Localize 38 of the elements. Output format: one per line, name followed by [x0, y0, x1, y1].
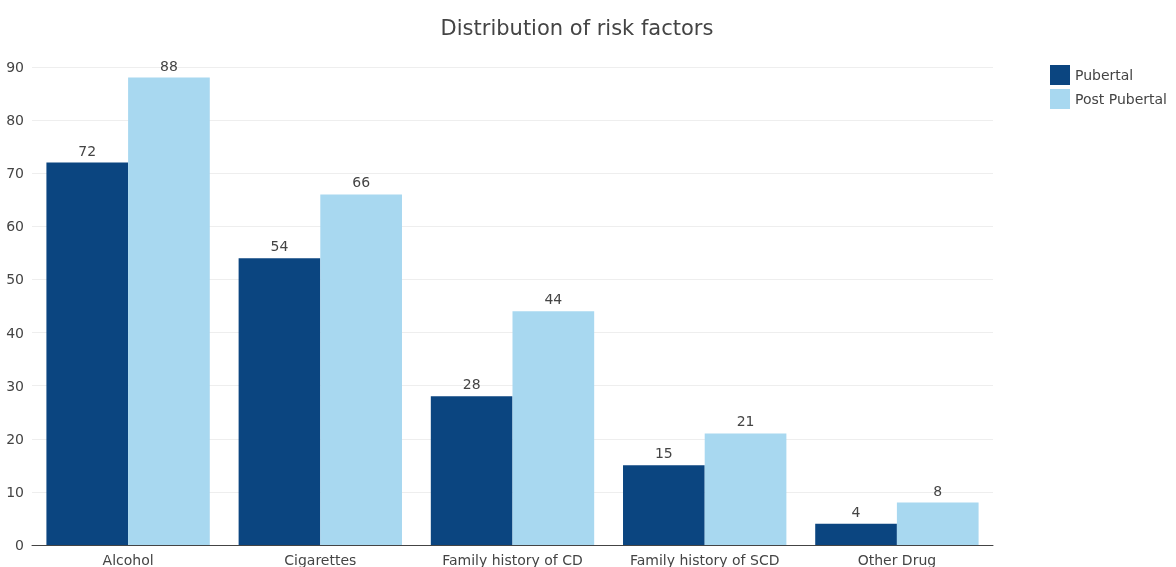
y-tick-label: 70 — [6, 165, 24, 182]
bar — [623, 465, 705, 545]
data-label: 4 — [851, 503, 861, 520]
y-tick-label: 80 — [6, 112, 24, 129]
bar — [430, 396, 513, 545]
y-tick-label: 40 — [6, 324, 24, 341]
chart-title: Distribution of risk factors — [440, 15, 714, 40]
x-tick-label: Family history of SCD — [629, 552, 780, 567]
y-tick-label: 50 — [6, 271, 24, 288]
data-label: 8 — [933, 482, 943, 499]
y-tick-label: 60 — [6, 218, 24, 235]
data-label: 66 — [352, 174, 371, 191]
y-tick-label: 30 — [6, 377, 24, 394]
y-tick-label: 0 — [15, 537, 24, 553]
data-label: 88 — [160, 57, 178, 74]
bar — [512, 311, 595, 545]
data-label: 15 — [654, 445, 673, 462]
legend-label: Post Pubertal — [1074, 91, 1168, 107]
bar — [704, 433, 787, 545]
bar — [128, 77, 210, 545]
x-tick-label: Cigarettes — [284, 552, 357, 567]
x-tick-label: Family history of CD — [442, 552, 583, 567]
data-label: 72 — [78, 142, 97, 159]
bar — [238, 258, 321, 545]
bar — [815, 523, 897, 545]
y-tick-label: 20 — [6, 430, 24, 447]
x-tick-label: Other Drug — [857, 552, 937, 567]
y-tick-label: 10 — [6, 483, 24, 500]
bar — [896, 502, 979, 545]
data-label: 21 — [736, 413, 755, 430]
y-tick-label: 90 — [6, 59, 24, 75]
data-label: 28 — [462, 376, 481, 393]
bar — [320, 194, 402, 545]
legend-label: Pubertal — [1074, 67, 1134, 83]
data-label: 54 — [270, 238, 289, 255]
data-label: 44 — [544, 291, 563, 308]
bar — [46, 162, 129, 545]
x-tick-label: Alcohol — [102, 552, 154, 567]
